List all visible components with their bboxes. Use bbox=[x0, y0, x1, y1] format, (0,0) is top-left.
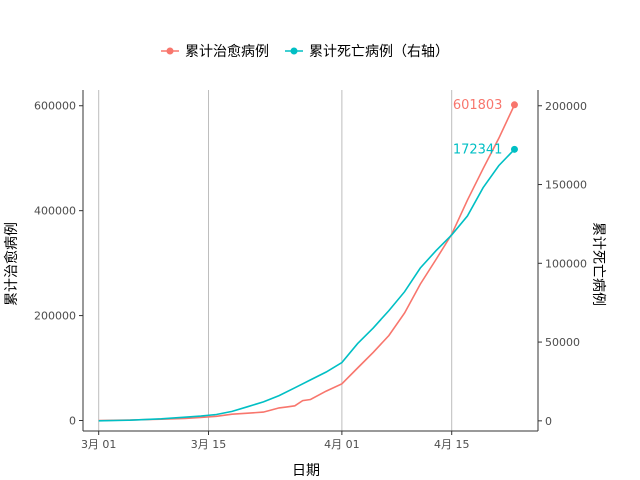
x-tick-label: 3月 01 bbox=[81, 438, 117, 451]
series-end-label-2: 172341 bbox=[453, 142, 503, 157]
series-end-point-2 bbox=[510, 145, 518, 153]
series-end-label-1: 601803 bbox=[453, 98, 503, 113]
legend-label: 累计治愈病例 bbox=[185, 44, 269, 60]
y2-tick-label: 100000 bbox=[545, 257, 587, 270]
y2-axis-title: 累计死亡病例 bbox=[590, 222, 606, 306]
y-tick-label: 200000 bbox=[34, 310, 76, 323]
axes: 3月 01 3月 15 4月 01 4月 15 0 200000 400000 600000 0… bbox=[34, 90, 587, 451]
x-tick-label: 4月 01 bbox=[324, 438, 360, 451]
legend: 累计治愈病例 累计死亡病例（右轴） bbox=[161, 44, 449, 60]
series-line-1 bbox=[98, 104, 516, 422]
legend-key-point bbox=[166, 47, 174, 55]
x-axis-title: 日期 bbox=[292, 463, 320, 479]
x-tick-label: 4月 15 bbox=[434, 438, 470, 451]
legend-item-2: 累计死亡病例（右轴） bbox=[285, 44, 449, 60]
legend-label: 累计死亡病例（右轴） bbox=[309, 44, 449, 60]
y2-tick-label: 0 bbox=[545, 415, 552, 428]
y-tick-label: 0 bbox=[69, 415, 76, 428]
y-axis-title: 累计治愈病例 bbox=[4, 222, 20, 306]
gridlines bbox=[98, 90, 453, 431]
series-line-2 bbox=[98, 148, 516, 422]
y2-tick-label: 200000 bbox=[545, 100, 587, 113]
series-lines: 601803 172341 bbox=[98, 98, 518, 422]
y2-tick-label: 150000 bbox=[545, 179, 587, 192]
series-end-point-1 bbox=[510, 101, 518, 109]
legend-item-1: 累计治愈病例 bbox=[161, 44, 269, 60]
legend-key-point bbox=[290, 47, 298, 55]
y-tick-label: 600000 bbox=[34, 100, 76, 113]
y-tick-label: 400000 bbox=[34, 205, 76, 218]
x-tick-label: 3月 15 bbox=[191, 438, 227, 451]
y2-tick-label: 50000 bbox=[545, 336, 580, 349]
